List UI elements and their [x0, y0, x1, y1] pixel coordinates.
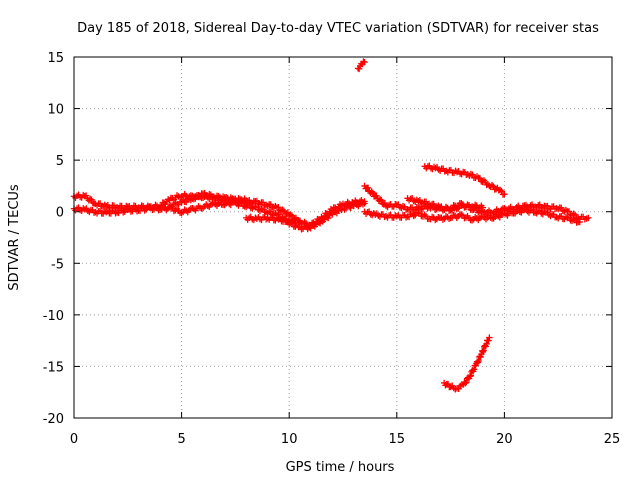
data-point	[475, 357, 482, 365]
data-point	[88, 196, 95, 203]
data-point	[480, 347, 487, 354]
data-point	[368, 188, 375, 195]
series-track-after-13-lower	[361, 205, 583, 226]
y-axis-ticks: -20 -15 -10 -5 0 5 10 15	[43, 51, 612, 427]
data-point	[467, 372, 474, 379]
data-point	[287, 211, 294, 218]
data-point	[477, 353, 484, 361]
series-track-15to19	[404, 194, 487, 214]
x-tick-label: 25	[604, 432, 621, 447]
series-track-low-dip	[440, 334, 493, 393]
data-point	[82, 192, 90, 199]
x-tick-label: 15	[389, 432, 406, 447]
data-point	[378, 197, 385, 204]
y-tick-label: -15	[43, 360, 64, 375]
data-point	[355, 65, 363, 73]
data-point	[462, 380, 469, 387]
data-point	[486, 334, 493, 341]
x-tick-label: 10	[281, 432, 298, 447]
data-point	[496, 186, 504, 194]
data-points	[70, 58, 592, 393]
data-point	[476, 175, 484, 182]
data-point	[296, 218, 304, 226]
data-point	[473, 358, 481, 365]
data-point	[576, 218, 583, 226]
data-point	[488, 181, 496, 189]
data-point	[470, 366, 478, 373]
grid-lines	[74, 57, 612, 418]
data-point	[466, 373, 474, 380]
chart-title: Day 185 of 2018, Sidereal Day-to-day VTE…	[77, 21, 599, 36]
data-point	[242, 197, 250, 204]
data-point	[364, 184, 372, 192]
data-point	[103, 209, 110, 216]
y-tick-label: -20	[43, 412, 64, 427]
x-axis-label: GPS time / hours	[286, 460, 395, 475]
data-point	[275, 204, 282, 211]
data-point	[376, 196, 384, 203]
data-point	[479, 204, 487, 211]
data-point	[86, 195, 94, 203]
y-tick-label: 15	[47, 51, 64, 66]
x-tick-label: 5	[177, 432, 185, 447]
y-tick-label: 5	[56, 154, 64, 169]
data-point	[498, 187, 505, 195]
data-point	[479, 348, 487, 356]
series-track-high-14	[354, 58, 368, 73]
y-tick-label: 10	[47, 103, 64, 118]
y-axis-label: SDTVAR / TECUs	[7, 184, 22, 291]
series-track-upper-4	[421, 162, 508, 198]
data-point	[373, 192, 380, 199]
plot-frame	[73, 56, 613, 419]
data-point	[463, 379, 470, 386]
data-point	[483, 340, 490, 348]
x-tick-label: 0	[70, 432, 78, 447]
data-point	[307, 225, 314, 232]
data-point	[361, 58, 368, 66]
data-point	[585, 214, 592, 222]
y-tick-label: 0	[56, 206, 64, 221]
x-tick-label: 20	[496, 432, 513, 447]
data-point	[279, 206, 286, 213]
series-track-8to11	[242, 213, 304, 227]
data-point	[501, 190, 508, 198]
series-track-5to8-mid	[167, 189, 250, 210]
y-tick-label: -10	[43, 309, 64, 324]
data-point	[393, 213, 400, 220]
data-point	[361, 200, 368, 207]
data-point	[381, 199, 389, 207]
x-axis-ticks: 0 5 10 15 20 25	[70, 57, 620, 447]
y-tick-label: -5	[51, 257, 64, 272]
data-point	[485, 337, 492, 344]
